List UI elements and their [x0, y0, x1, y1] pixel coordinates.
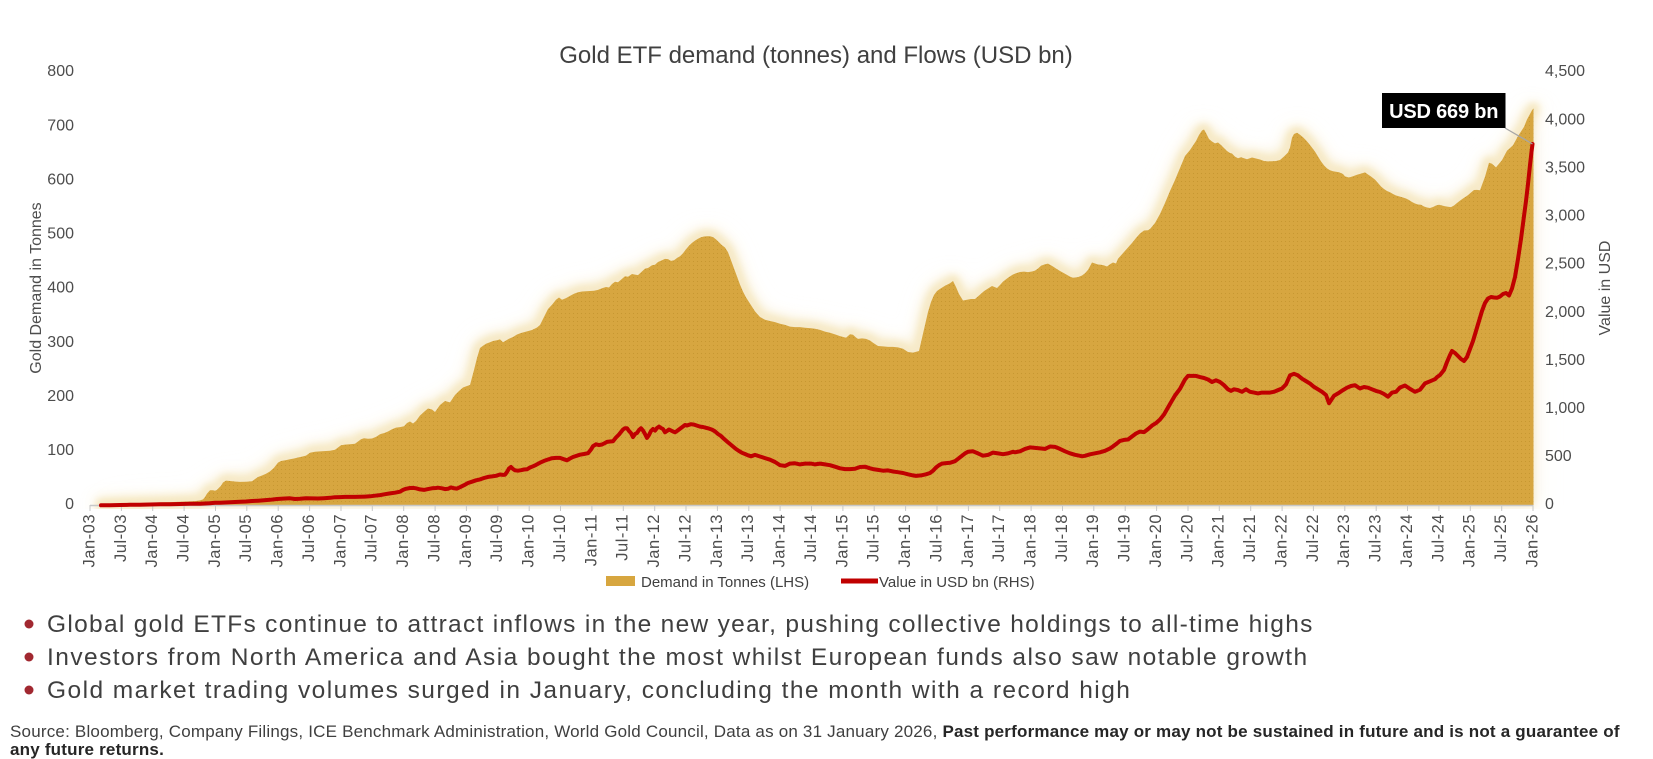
- svg-text:Jul-15: Jul-15: [865, 514, 883, 562]
- svg-text:100: 100: [47, 442, 74, 459]
- svg-text:600: 600: [47, 171, 74, 188]
- svg-text:500: 500: [1545, 448, 1572, 465]
- svg-text:Jul-08: Jul-08: [425, 514, 443, 562]
- svg-text:Jan-23: Jan-23: [1335, 514, 1353, 567]
- svg-text:Jul-16: Jul-16: [927, 514, 945, 562]
- svg-text:3,000: 3,000: [1545, 208, 1585, 225]
- svg-text:Jan-26: Jan-26: [1523, 514, 1541, 567]
- svg-text:Jul-06: Jul-06: [300, 514, 318, 562]
- svg-text:Jan-07: Jan-07: [331, 514, 349, 567]
- svg-text:Jan-15: Jan-15: [833, 514, 851, 567]
- svg-text:Jan-24: Jan-24: [1398, 514, 1416, 567]
- svg-text:Jul-21: Jul-21: [1241, 514, 1259, 562]
- svg-text:Global gold ETFs continue to a: Global gold ETFs continue to attract inf…: [47, 611, 1314, 638]
- svg-text:Jul-18: Jul-18: [1053, 514, 1071, 562]
- svg-text:3,500: 3,500: [1545, 159, 1585, 176]
- svg-text:Source: Bloomberg, Company Fil: Source: Bloomberg, Company Filings, ICE …: [10, 722, 1620, 741]
- svg-text:Jul-04: Jul-04: [174, 514, 192, 562]
- svg-text:Jan-12: Jan-12: [645, 514, 663, 567]
- svg-text:Jan-21: Jan-21: [1210, 514, 1228, 567]
- svg-text:4,500: 4,500: [1545, 63, 1585, 80]
- svg-text:Jan-25: Jan-25: [1461, 514, 1479, 567]
- svg-text:Gold market trading volumes su: Gold market trading volumes surged in Ja…: [47, 677, 1131, 704]
- svg-text:Jul-19: Jul-19: [1116, 514, 1134, 562]
- svg-text:Jul-10: Jul-10: [551, 514, 569, 562]
- svg-text:Jan-05: Jan-05: [206, 514, 224, 567]
- svg-text:Jan-06: Jan-06: [269, 514, 287, 567]
- svg-text:Jan-11: Jan-11: [582, 514, 600, 566]
- svg-text:Jan-14: Jan-14: [770, 514, 788, 567]
- svg-text:Jan-09: Jan-09: [457, 514, 475, 567]
- svg-text:200: 200: [47, 388, 74, 405]
- svg-text:500: 500: [47, 226, 74, 243]
- svg-text:Jul-12: Jul-12: [676, 514, 694, 562]
- svg-text:Jan-16: Jan-16: [896, 514, 914, 567]
- svg-text:2,500: 2,500: [1545, 256, 1585, 273]
- svg-text:Gold ETF demand (tonnes) and F: Gold ETF demand (tonnes) and Flows (USD …: [559, 42, 1073, 69]
- svg-text:any future returns.: any future returns.: [10, 740, 164, 759]
- svg-text:Jul-05: Jul-05: [237, 514, 255, 562]
- svg-text:Jul-14: Jul-14: [802, 514, 820, 562]
- svg-text:1,000: 1,000: [1545, 400, 1585, 417]
- svg-text:300: 300: [47, 334, 74, 351]
- svg-text:Jul-11: Jul-11: [614, 514, 632, 561]
- svg-text:Jul-20: Jul-20: [1178, 514, 1196, 562]
- svg-text:Jan-03: Jan-03: [80, 514, 98, 567]
- svg-text:Jul-24: Jul-24: [1429, 514, 1447, 562]
- svg-text:Gold Demand in Tonnes: Gold Demand in Tonnes: [28, 202, 45, 373]
- svg-text:Jan-22: Jan-22: [1272, 514, 1290, 567]
- svg-text:Demand in Tonnes (LHS): Demand in Tonnes (LHS): [641, 574, 809, 591]
- svg-text:Jan-20: Jan-20: [1147, 514, 1165, 567]
- svg-text:0: 0: [65, 496, 74, 513]
- svg-text:Jan-08: Jan-08: [394, 514, 412, 567]
- svg-text:USD 669 bn: USD 669 bn: [1389, 101, 1498, 123]
- svg-text:4,000: 4,000: [1545, 111, 1585, 128]
- svg-text:Investors from North America a: Investors from North America and Asia bo…: [47, 644, 1309, 671]
- svg-text:Jul-09: Jul-09: [488, 514, 506, 562]
- svg-text:Jan-10: Jan-10: [520, 514, 538, 567]
- svg-text:0: 0: [1545, 496, 1554, 513]
- svg-text:800: 800: [47, 63, 74, 80]
- svg-text:Jul-17: Jul-17: [990, 514, 1008, 562]
- svg-text:Value in USD: Value in USD: [1597, 241, 1614, 336]
- svg-text:Value in USD bn (RHS): Value in USD bn (RHS): [879, 574, 1035, 591]
- svg-text:Jan-17: Jan-17: [959, 514, 977, 567]
- svg-text:400: 400: [47, 280, 74, 297]
- svg-text:2,000: 2,000: [1545, 304, 1585, 321]
- svg-text:Jul-03: Jul-03: [112, 514, 130, 562]
- svg-text:Jul-13: Jul-13: [739, 514, 757, 562]
- svg-text:Jan-13: Jan-13: [708, 514, 726, 567]
- svg-text:Jan-19: Jan-19: [1084, 514, 1102, 567]
- svg-text:700: 700: [47, 117, 74, 134]
- svg-text:Jul-23: Jul-23: [1367, 514, 1385, 562]
- svg-text:Jul-07: Jul-07: [363, 514, 381, 562]
- svg-text:Jan-04: Jan-04: [143, 514, 161, 567]
- svg-text:Jul-25: Jul-25: [1492, 514, 1510, 562]
- svg-text:1,500: 1,500: [1545, 352, 1585, 369]
- svg-text:Jan-18: Jan-18: [1021, 514, 1039, 567]
- svg-text:Jul-22: Jul-22: [1304, 514, 1322, 562]
